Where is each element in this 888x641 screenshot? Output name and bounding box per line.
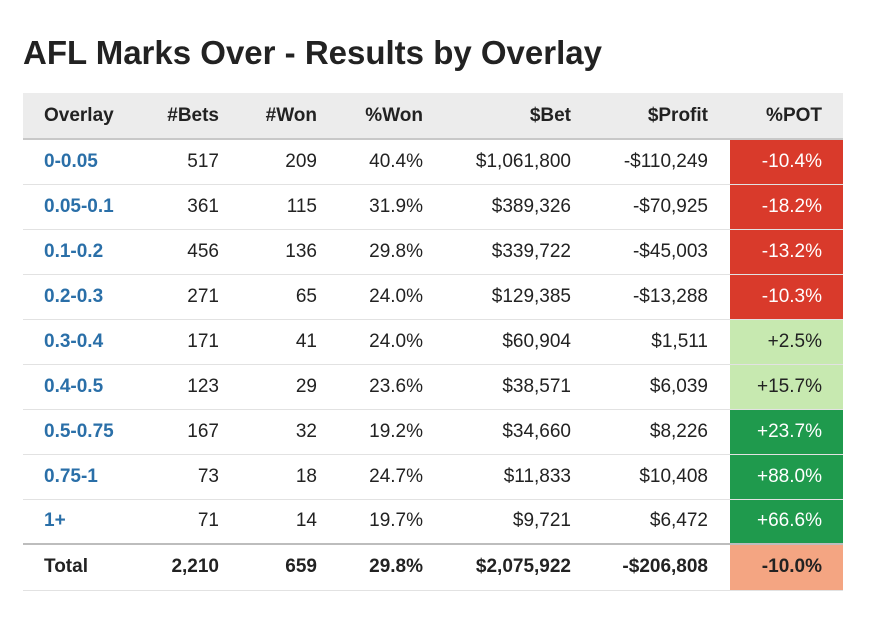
bet-amount-cell: $339,722 (445, 228, 593, 274)
bet-amount-cell: $1,061,800 (475, 150, 571, 172)
bet-amount-cell: $60,904 (445, 318, 593, 364)
bets-cell: 71 (141, 498, 241, 544)
pct-won-cell: 19.2% (339, 408, 445, 454)
bets-cell: 517 (187, 150, 219, 172)
pot-cell: +66.6% (730, 498, 843, 544)
overlay-link[interactable]: 0.4-0.5 (23, 363, 141, 409)
profit-cell: $10,408 (593, 453, 730, 499)
pct-won-cell: 24.7% (339, 453, 445, 499)
column-header-bets[interactable]: #Bets (141, 93, 241, 140)
bets-cell: 456 (141, 228, 241, 274)
total-pot: -10.0% (730, 543, 843, 591)
pct-won-cell: 31.9% (339, 183, 445, 229)
profit-cell: -$110,249 (623, 150, 708, 172)
won-cell: 65 (241, 273, 339, 319)
bet-amount-cell: $129,385 (445, 273, 593, 319)
pot-cell: +2.5% (730, 318, 843, 364)
total-profit: -$206,808 (593, 543, 730, 591)
pct-won-cell: 24.0% (339, 318, 445, 364)
won-cell: 209 (285, 150, 317, 172)
bet-amount-cell: $34,660 (445, 408, 593, 454)
bets-cell: 171 (141, 318, 241, 364)
column-header-won[interactable]: #Won (241, 93, 339, 140)
bets-cell: 123 (141, 363, 241, 409)
pct-won-cell: 23.6% (339, 363, 445, 409)
table-row: 0.3-0.4 171 41 24.0% $60,904 $1,511 +2.5… (23, 318, 843, 364)
won-cell: 29 (241, 363, 339, 409)
bets-cell: 271 (141, 273, 241, 319)
bets-cell: 73 (141, 453, 241, 499)
total-label: Total (23, 543, 141, 591)
pot-cell: -10.3% (730, 273, 843, 319)
overlay-link[interactable]: 0.2-0.3 (23, 273, 141, 319)
bets-cell: 167 (141, 408, 241, 454)
table-row: 0.4-0.5 123 29 23.6% $38,571 $6,039 +15.… (23, 363, 843, 409)
won-cell: 136 (241, 228, 339, 274)
bet-amount-cell: $9,721 (445, 498, 593, 544)
pct-won-cell: 24.0% (339, 273, 445, 319)
pot-cell: +15.7% (730, 363, 843, 409)
won-cell: 32 (241, 408, 339, 454)
overlay-link[interactable]: 0-0.05 (44, 150, 98, 172)
page-title: AFL Marks Over - Results by Overlay (23, 34, 602, 71)
bet-amount-cell: $389,326 (445, 183, 593, 229)
won-cell: 41 (241, 318, 339, 364)
table-row: 1+ 71 14 19.7% $9,721 $6,472 +66.6% (23, 498, 843, 544)
overlay-link[interactable]: 0.5-0.75 (23, 408, 141, 454)
overlay-link[interactable]: 0.1-0.2 (23, 228, 141, 274)
profit-cell: -$45,003 (593, 228, 730, 274)
bet-amount-cell: $38,571 (445, 363, 593, 409)
bets-cell: 361 (141, 183, 241, 229)
pct-won-cell: 19.7% (339, 498, 445, 544)
profit-cell: $1,511 (593, 318, 730, 364)
total-bet-amount: $2,075,922 (445, 543, 593, 591)
overlay-link[interactable]: 0.05-0.1 (23, 183, 141, 229)
results-table: Overlay #Bets #Won %Won $Bet $Profit %PO… (23, 93, 843, 591)
total-bets: 2,210 (141, 543, 241, 591)
pct-won-cell: 29.8% (339, 228, 445, 274)
profit-cell: -$13,288 (593, 273, 730, 319)
profit-cell: $6,039 (593, 363, 730, 409)
overlay-link[interactable]: 0.75-1 (23, 453, 141, 499)
bet-amount-cell: $11,833 (445, 453, 593, 499)
total-row: Total 2,210 659 29.8% $2,075,922 -$206,8… (23, 543, 843, 591)
column-header-pot[interactable]: %POT (730, 93, 843, 140)
table-row: 0-0.05 517 209 40.4% $1,061,800 -$110,24… (23, 139, 843, 184)
table-row: 0.05-0.1 361 115 31.9% $389,326 -$70,925… (23, 183, 843, 229)
column-header-overlay[interactable]: Overlay (23, 93, 141, 140)
column-header-pct-won[interactable]: %Won (339, 93, 445, 140)
table-row: 0.1-0.2 456 136 29.8% $339,722 -$45,003 … (23, 228, 843, 274)
total-won: 659 (241, 543, 339, 591)
table-row: 0.2-0.3 271 65 24.0% $129,385 -$13,288 -… (23, 273, 843, 319)
won-cell: 18 (241, 453, 339, 499)
overlay-link[interactable]: 0.3-0.4 (23, 318, 141, 364)
total-pct-won: 29.8% (339, 543, 445, 591)
profit-cell: -$70,925 (593, 183, 730, 229)
column-header-bet-amount[interactable]: $Bet (445, 93, 593, 140)
pot-cell: +88.0% (730, 453, 843, 499)
pot-cell: +23.7% (730, 408, 843, 454)
column-header-profit[interactable]: $Profit (593, 93, 730, 140)
table-row: 0.5-0.75 167 32 19.2% $34,660 $8,226 +23… (23, 408, 843, 454)
profit-cell: $6,472 (593, 498, 730, 544)
won-cell: 14 (241, 498, 339, 544)
pct-won-cell: 40.4% (369, 150, 423, 172)
table-header-row: Overlay #Bets #Won %Won $Bet $Profit %PO… (23, 93, 843, 140)
overlay-link[interactable]: 1+ (23, 498, 141, 544)
pot-cell: -18.2% (730, 183, 843, 229)
profit-cell: $8,226 (593, 408, 730, 454)
table-row: 0.75-1 73 18 24.7% $11,833 $10,408 +88.0… (23, 453, 843, 499)
won-cell: 115 (241, 183, 339, 229)
pot-cell: -13.2% (730, 228, 843, 274)
pot-cell: -10.4% (730, 139, 843, 184)
